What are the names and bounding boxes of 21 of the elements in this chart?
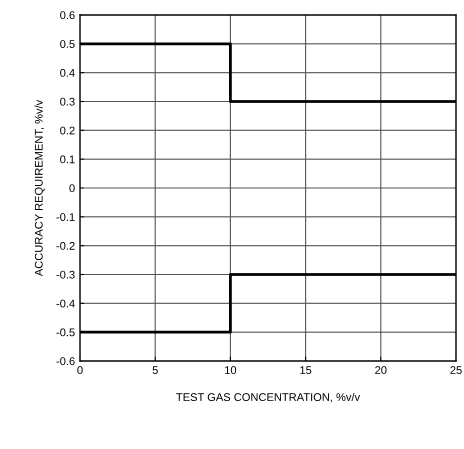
x-tick-label: 0 [77,366,83,374]
y-tick-label: 0.1 [60,155,75,164]
x-axis-title: TEST GAS CONCENTRATION, %v/v [176,392,360,402]
y-tick-label: 0.3 [60,98,75,106]
y-tick-label: 0 [69,184,75,192]
y-tick-label: -0.2 [56,242,75,250]
y-tick-label: 0.4 [60,68,75,77]
y-tick-label: -0.1 [56,213,75,221]
y-tick-label: -0.4 [56,300,75,308]
y-tick-label: 0.2 [60,126,75,134]
y-tick-label: -0.6 [56,357,75,366]
x-tick-label: 25 [450,366,462,374]
x-tick-label: 15 [300,366,312,374]
y-tick-label: 0.5 [60,40,75,48]
y-tick-label: -0.5 [56,328,75,336]
y-tick-label: 0.6 [60,11,75,20]
x-tick-label: 5 [152,366,158,374]
y-axis-title: ACCURACY REQUIREMENT, %v/v [34,100,45,276]
x-tick-label: 20 [375,366,387,374]
y-tick-label: -0.3 [56,270,75,279]
x-tick-label: 10 [225,366,236,374]
